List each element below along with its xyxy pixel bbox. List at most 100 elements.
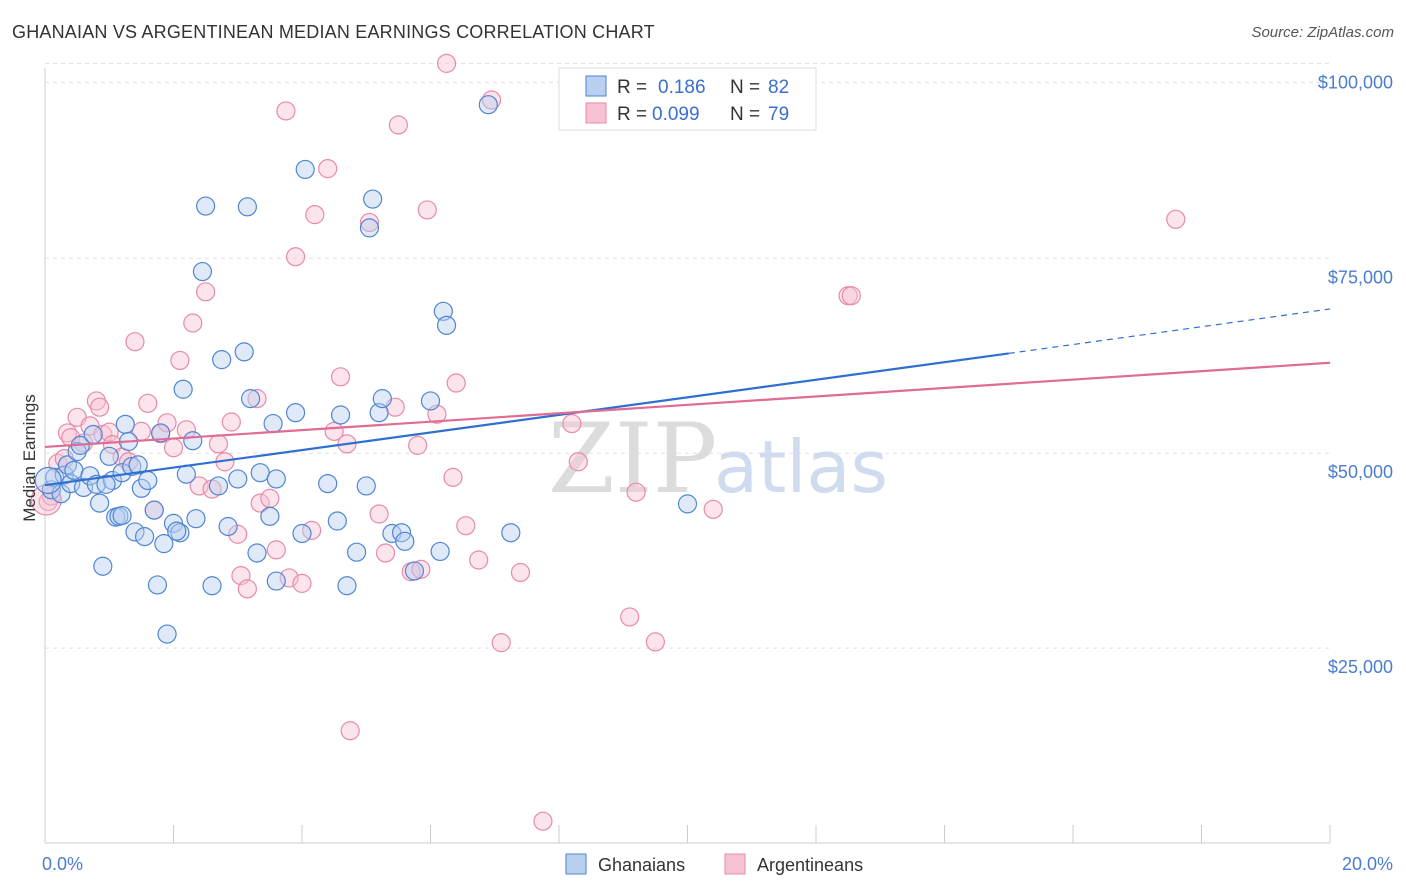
ghanaians-point	[196, 196, 216, 216]
ghanaians-point	[250, 463, 270, 483]
y-tick-label: $50,000	[1328, 462, 1393, 482]
argentineans-point	[375, 543, 396, 563]
argentineans-points	[30, 53, 1186, 831]
argentineans-point	[568, 452, 588, 472]
bottom-legend-swatch-ghanaians	[565, 853, 587, 875]
legend-r-value-ghanaians: 0.186	[658, 77, 706, 98]
ghanaians-point	[359, 218, 380, 238]
ghanaians-point	[115, 414, 135, 434]
ghanaians-point	[295, 159, 315, 180]
ghanaians-trend-line	[44, 352, 1009, 487]
argentineans-point	[266, 540, 286, 560]
legend-r-label-argentineans: R =	[617, 104, 647, 125]
legend-n-value-ghanaians: 82	[768, 77, 789, 98]
argentineans-point	[408, 435, 428, 455]
bottom-legend-label-ghanaians: Ghanaians	[598, 855, 685, 875]
argentineans-point	[196, 282, 216, 302]
legend-r-label-ghanaians: R =	[617, 77, 647, 98]
ghanaians-point	[170, 523, 190, 543]
watermark-zip: ZIP	[548, 403, 717, 515]
argentineans-point	[1166, 209, 1186, 229]
argentineans-point	[456, 516, 476, 536]
argentineans-point	[157, 413, 177, 433]
argentineans-point	[645, 632, 665, 652]
argentineans-point	[170, 350, 190, 371]
y-axis-tick-labels: $25,000 $50,000 $75,000 $100,000	[1318, 72, 1393, 677]
ghanaians-point	[167, 521, 187, 541]
argentineans-point	[469, 550, 489, 570]
series-legend: Ghanaians Argentineans	[565, 853, 863, 875]
argentineans-point	[250, 493, 270, 513]
ghanaians-point	[263, 413, 283, 434]
x-tick-label: 0.0%	[42, 854, 83, 874]
argentineans-point	[330, 367, 351, 387]
ghanaians-point	[241, 389, 261, 409]
argentineans-point	[292, 573, 312, 593]
ghanaians-point	[318, 473, 338, 494]
argentineans-point	[163, 438, 184, 458]
ghanaians-point	[247, 543, 267, 563]
ghanaians-point	[285, 403, 306, 423]
ghanaians-point	[501, 523, 521, 543]
argentineans-point	[626, 482, 646, 502]
ghanaians-point	[266, 469, 286, 489]
ghanaians-point	[154, 534, 174, 554]
argentineans-point	[125, 332, 145, 352]
ghanaians-point	[99, 446, 119, 466]
ghanaians-point	[128, 455, 148, 475]
argentineans-point	[318, 159, 338, 179]
legend-n-label-ghanaians: N =	[730, 77, 760, 98]
argentineans-point	[176, 420, 196, 440]
argentineans-point	[221, 412, 241, 432]
ghanaians-point	[131, 478, 151, 498]
legend-n-label-argentineans: N =	[730, 104, 760, 125]
ghanaians-point	[186, 509, 206, 529]
y-tick-label: $100,000	[1318, 72, 1393, 92]
ghanaians-point	[478, 95, 498, 115]
argentineans-point	[340, 721, 360, 741]
ghanaians-point	[157, 624, 177, 644]
y-tick-label: $75,000	[1328, 267, 1393, 287]
argentineans-point	[90, 397, 110, 417]
argentineans-point	[510, 562, 531, 583]
ghanaians-trend-extension	[1008, 308, 1331, 354]
ghanaians-point	[125, 522, 145, 542]
legend-swatch-ghanaians	[585, 75, 607, 97]
watermark: ZIP atlas	[548, 403, 888, 515]
y-tick-label: $25,000	[1328, 657, 1393, 677]
ghanaians-point	[212, 350, 232, 370]
chart-title: GHANAIAN VS ARGENTINEAN MEDIAN EARNINGS …	[12, 22, 655, 42]
ghanaians-point	[266, 571, 286, 591]
ghanaians-point	[433, 301, 453, 321]
ghanaians-point	[64, 460, 84, 480]
ghanaians-point	[356, 476, 376, 496]
argentineans-point	[443, 467, 463, 487]
argentineans-point	[138, 393, 158, 413]
argentineans-point	[305, 205, 325, 225]
ghanaians-point	[96, 474, 116, 494]
argentineans-point	[841, 286, 861, 306]
ghanaians-point	[404, 561, 425, 581]
ghanaians-point	[147, 575, 168, 595]
ghanaians-point	[677, 494, 698, 514]
argentineans-point	[183, 313, 203, 333]
argentineans-point	[446, 373, 466, 393]
argentineans-point	[208, 434, 229, 454]
chart-source: Source: ZipAtlas.com	[1251, 24, 1394, 41]
argentineans-point	[61, 428, 81, 448]
ghanaians-point	[202, 576, 222, 596]
argentineans-point	[276, 101, 296, 121]
ghanaians-point	[395, 531, 415, 551]
ghanaians-point	[228, 469, 248, 489]
ghanaians-point	[122, 456, 142, 477]
ghanaians-point	[337, 576, 357, 596]
ghanaians-point	[183, 431, 203, 451]
ghanaians-point	[86, 474, 107, 494]
x-axis-tick-labels: 0.0% 20.0%	[42, 854, 1393, 874]
ghanaians-point	[218, 516, 238, 537]
ghanaians-point	[430, 541, 450, 562]
watermark-atlas: atlas	[714, 425, 888, 509]
ghanaians-point	[208, 476, 229, 496]
ghanaians-point	[369, 403, 389, 423]
ghanaians-point	[372, 389, 392, 409]
